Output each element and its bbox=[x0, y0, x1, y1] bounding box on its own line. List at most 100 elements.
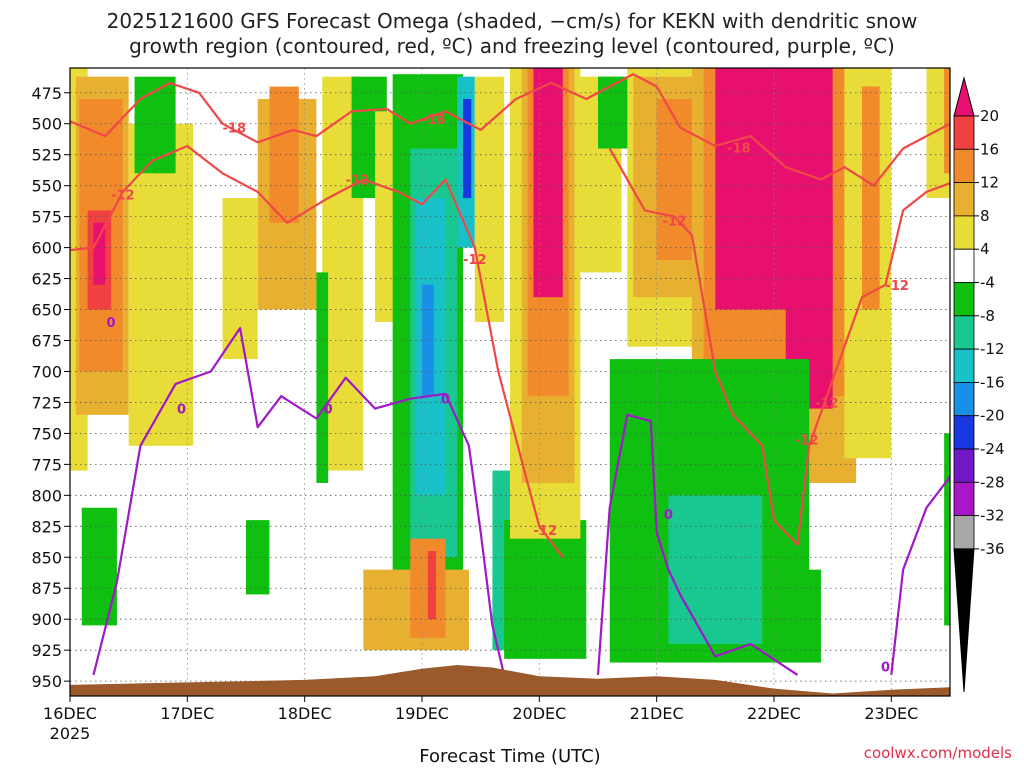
y-tick-label-875: 875 bbox=[31, 579, 62, 598]
x-tick-label-16DEC: 16DEC bbox=[43, 704, 97, 723]
contour--12-2 bbox=[608, 147, 950, 546]
x-tick-label-21DEC: 21DEC bbox=[630, 704, 684, 723]
omega-band-43 bbox=[944, 68, 950, 174]
plot-frame bbox=[69, 67, 951, 697]
colorbar-label--8: -8 bbox=[980, 307, 995, 325]
contour-label-0-2: -18 bbox=[727, 141, 751, 156]
y-tick-label-600: 600 bbox=[31, 239, 62, 258]
chart-title-line2: growth region (contoured, red, ºC) and f… bbox=[129, 34, 895, 58]
omega-band-42 bbox=[926, 68, 950, 199]
y-tick-label-750: 750 bbox=[31, 424, 62, 443]
x-tick-label-19DEC: 19DEC bbox=[395, 704, 449, 723]
omega-shading bbox=[70, 68, 950, 663]
contour-label-1-3: -12 bbox=[663, 214, 687, 229]
colorbar-label--28: -28 bbox=[980, 473, 1005, 491]
y-tick-label-625: 625 bbox=[31, 270, 62, 289]
colorbar-label--4: -4 bbox=[980, 274, 995, 292]
colorbar-swatch-7 bbox=[953, 315, 975, 350]
y-tick-label-925: 925 bbox=[31, 641, 62, 660]
colorbar-top-arrow bbox=[953, 76, 975, 117]
y-tick-label-550: 550 bbox=[31, 177, 62, 196]
y-tick-label-650: 650 bbox=[31, 301, 62, 320]
y-tick-label-775: 775 bbox=[31, 455, 62, 474]
y-tick-label-900: 900 bbox=[31, 610, 62, 629]
contour-0-5 bbox=[890, 476, 950, 676]
omega-band-11 bbox=[316, 272, 329, 483]
colorbar-swatch-5 bbox=[953, 248, 975, 283]
omega-band-25 bbox=[504, 520, 587, 659]
colorbar-swatch-1 bbox=[953, 115, 975, 150]
colorbar-swatch-6 bbox=[953, 282, 975, 317]
colorbar-label-16: 16 bbox=[980, 140, 999, 158]
colorbar-label-4: 4 bbox=[980, 240, 990, 258]
x-axis-label: Forecast Time (UTC) bbox=[419, 746, 600, 767]
y-tick-label-525: 525 bbox=[31, 146, 62, 165]
contour-label-0-0: -18 bbox=[223, 121, 247, 136]
chart-title-line1: 2025121600 GFS Forecast Omega (shaded, −… bbox=[107, 9, 918, 33]
x-tick-sublabel-16DEC: 2025 bbox=[50, 724, 91, 743]
colorbar-label--36: -36 bbox=[980, 540, 1005, 558]
contour-label-1-1: -12 bbox=[346, 173, 370, 188]
contour-label-2-1: -12 bbox=[795, 434, 819, 449]
omega-band-23 bbox=[427, 551, 437, 620]
credit-text: coolwx.com/models bbox=[864, 744, 1012, 762]
omega-band-19 bbox=[463, 98, 472, 199]
y-axis: 475 500 525 550 575 600 625 650 675 700 725 750 775 8… bbox=[31, 84, 70, 691]
contour-0-3 bbox=[92, 327, 506, 676]
omega-band-20 bbox=[474, 76, 505, 322]
omega-band-29 bbox=[533, 68, 563, 298]
contour-label-1-2: -12 bbox=[463, 253, 487, 268]
x-tick-label-18DEC: 18DEC bbox=[278, 704, 332, 723]
x-tick-label-17DEC: 17DEC bbox=[160, 704, 214, 723]
contour-0-4 bbox=[596, 413, 799, 676]
y-tick-label-950: 950 bbox=[31, 672, 62, 691]
plot-area: -18 -18 -18 -12 -12 -12 -12 -12 -12 -12 -12 0 0 0 0 0 0 bbox=[69, 67, 951, 697]
colorbar-bottom-arrow bbox=[953, 548, 975, 693]
colorbar-swatch-9 bbox=[953, 381, 975, 417]
contour-label-3-1: 0 bbox=[177, 403, 186, 418]
contour-label-3-4: 0 bbox=[664, 508, 673, 523]
colorbar-label--16: -16 bbox=[980, 373, 1005, 391]
colorbar-swatch-3 bbox=[953, 182, 975, 217]
colorbar-swatch-4 bbox=[953, 215, 975, 250]
colorbar-label-8: 8 bbox=[980, 207, 990, 225]
omega-band-8 bbox=[269, 86, 299, 223]
colorbar-label-12: 12 bbox=[980, 174, 999, 192]
omega-band-45 bbox=[668, 495, 763, 644]
omega-band-40 bbox=[862, 86, 880, 310]
contour-label-2-0: -12 bbox=[533, 524, 557, 539]
y-tick-label-500: 500 bbox=[31, 115, 62, 134]
colorbar-swatch-12 bbox=[953, 481, 975, 516]
omega-band-47 bbox=[81, 507, 117, 626]
contour-label-1-0: -12 bbox=[111, 188, 135, 203]
contour-label-3-3: 0 bbox=[441, 393, 450, 408]
contour-label-1-5: -12 bbox=[885, 279, 909, 294]
contour-label-1-4: -12 bbox=[815, 396, 839, 411]
colorbar-label--12: -12 bbox=[980, 340, 1005, 358]
x-tick-label-23DEC: 23DEC bbox=[864, 704, 918, 723]
y-tick-label-850: 850 bbox=[31, 548, 62, 567]
y-tick-label-675: 675 bbox=[31, 332, 62, 351]
omega-band-5 bbox=[128, 123, 194, 446]
omega-band-49 bbox=[944, 433, 950, 626]
y-tick-label-725: 725 bbox=[31, 393, 62, 412]
x-tick-label-22DEC: 22DEC bbox=[747, 704, 801, 723]
y-tick-label-825: 825 bbox=[31, 517, 62, 536]
y-tick-label-475: 475 bbox=[31, 84, 62, 103]
colorbar-label-20: 20 bbox=[980, 107, 999, 125]
contour--12-1 bbox=[70, 144, 564, 558]
contour-label-3-2: 0 bbox=[324, 403, 333, 418]
contour-label-0-1: -18 bbox=[422, 113, 446, 128]
terrain-ground bbox=[70, 665, 950, 696]
y-tick-label-700: 700 bbox=[31, 362, 62, 381]
colorbar-swatch-10 bbox=[953, 415, 975, 450]
colorbar-swatch-13 bbox=[953, 515, 975, 550]
y-tick-label-575: 575 bbox=[31, 208, 62, 227]
y-tick-label-800: 800 bbox=[31, 486, 62, 505]
omega-band-48 bbox=[246, 520, 270, 595]
omega-band-46 bbox=[774, 569, 821, 663]
colorbar-swatch-11 bbox=[953, 448, 975, 483]
colorbar-label--32: -32 bbox=[980, 507, 1005, 525]
omega-band-17 bbox=[422, 284, 434, 397]
